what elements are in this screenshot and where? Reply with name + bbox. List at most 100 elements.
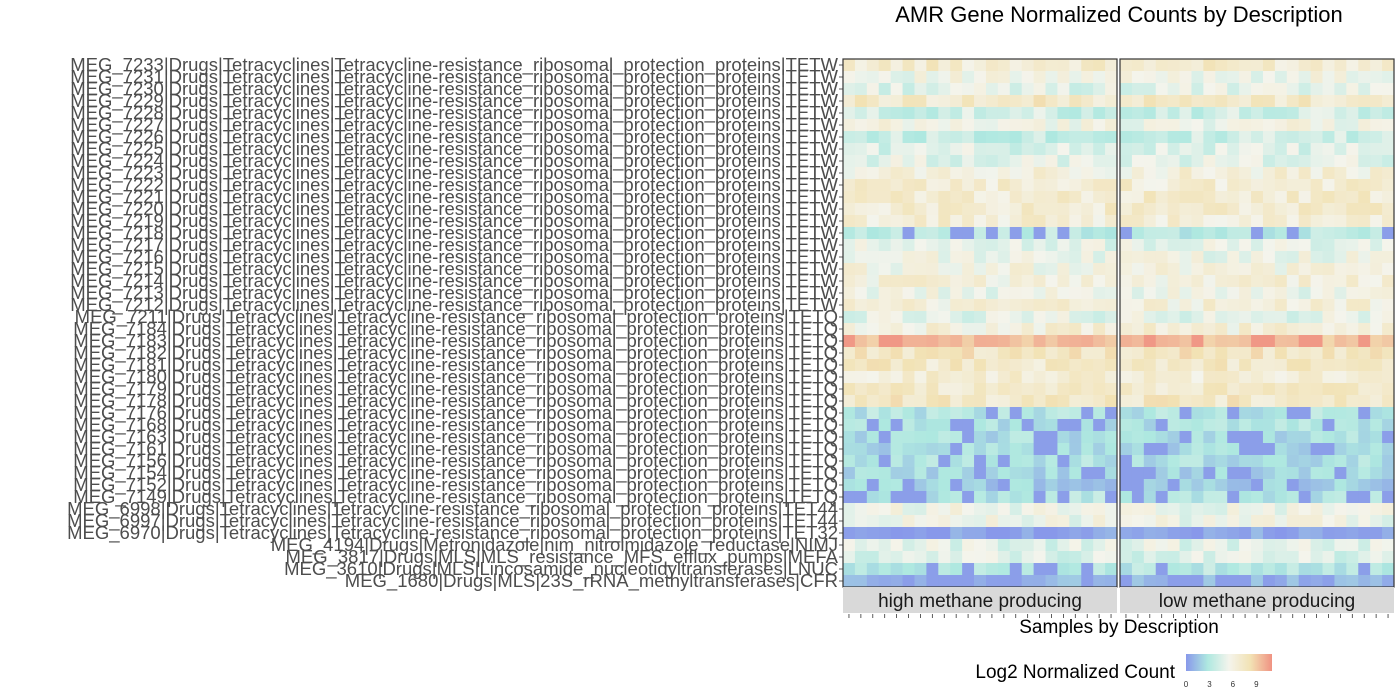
heatmap-cell	[1370, 551, 1383, 564]
heatmap-cell	[1045, 191, 1058, 204]
heatmap-cell	[1167, 395, 1180, 408]
heatmap-cell	[1045, 227, 1058, 240]
heatmap-cell	[1179, 263, 1192, 276]
heatmap-cell	[1322, 551, 1335, 564]
heatmap-cell	[1298, 119, 1312, 132]
heatmap-cell	[1167, 227, 1180, 240]
heatmap-cell	[926, 203, 939, 216]
heatmap-cell	[1093, 263, 1106, 276]
heatmap-cell	[1179, 419, 1192, 432]
heatmap-cell	[1093, 395, 1106, 408]
heatmap-cell	[1155, 503, 1169, 516]
heatmap-cell	[1120, 239, 1133, 252]
heatmap-cell	[1105, 107, 1118, 120]
heatmap-cell	[1105, 143, 1118, 156]
heatmap-cell	[950, 179, 963, 192]
heatmap-cell	[938, 467, 951, 480]
heatmap-cell	[985, 335, 999, 348]
heatmap-cell	[1105, 575, 1118, 588]
heatmap-cell	[1155, 491, 1169, 504]
heatmap-cell	[1081, 491, 1094, 504]
heatmap-cell	[1382, 155, 1395, 168]
heatmap-cell	[1274, 251, 1288, 264]
heatmap-cell	[1239, 395, 1252, 408]
heatmap-cell	[1045, 71, 1058, 84]
heatmap-cell	[1346, 215, 1359, 228]
heatmap-cell	[1191, 287, 1204, 300]
heatmap-cell	[1093, 95, 1106, 108]
heatmap-cell	[1346, 419, 1359, 432]
heatmap-cell	[1105, 407, 1118, 420]
heatmap-cell	[1334, 239, 1347, 252]
heatmap-cell	[1298, 347, 1312, 360]
heatmap-cell	[1215, 95, 1228, 108]
heatmap-cell	[1251, 95, 1264, 108]
heatmap-cell	[962, 383, 975, 396]
heatmap-cell	[1155, 323, 1169, 336]
heatmap-cell	[914, 95, 927, 108]
heatmap-cell	[997, 71, 1011, 84]
heatmap-cell	[854, 347, 868, 360]
heatmap-cell	[878, 503, 892, 516]
heatmap-cell	[866, 311, 880, 324]
heatmap-cell	[914, 251, 927, 264]
heatmap-cell	[1120, 407, 1133, 420]
heatmap-cell	[878, 443, 892, 456]
heatmap-cell	[1358, 263, 1371, 276]
heatmap-cell	[938, 143, 951, 156]
heatmap-cell	[1346, 203, 1359, 216]
heatmap-cell	[1262, 83, 1276, 96]
heatmap-cell	[1131, 119, 1145, 132]
heatmap-cell	[1239, 551, 1252, 564]
heatmap-cell	[926, 71, 939, 84]
heatmap-cell	[1155, 203, 1169, 216]
heatmap-cell	[1143, 191, 1157, 204]
heatmap-cells	[843, 59, 1395, 588]
heatmap-cell	[1262, 287, 1276, 300]
heatmap-cell	[1021, 371, 1035, 384]
heatmap-cell	[1310, 563, 1323, 576]
heatmap-cell	[1274, 551, 1288, 564]
heatmap-cell	[950, 155, 963, 168]
heatmap-cell	[1227, 227, 1240, 240]
heatmap-cell	[1155, 215, 1169, 228]
row-label: MEG_7225|Drugs|Tetracyclines|Tetracyclin…	[70, 138, 838, 160]
heatmap-cell	[1286, 215, 1300, 228]
heatmap-cell	[985, 179, 999, 192]
heatmap-cell	[1093, 515, 1106, 528]
heatmap-cell	[902, 359, 915, 372]
heatmap-cell	[1298, 431, 1312, 444]
heatmap-cell	[1131, 275, 1145, 288]
heatmap-cell	[1131, 455, 1145, 468]
heatmap-cell	[1009, 551, 1023, 564]
x-axis-title: Samples by Description	[1019, 617, 1219, 638]
heatmap-cell	[1191, 575, 1204, 588]
heatmap-cell	[1251, 299, 1264, 312]
heatmap-cell	[1057, 299, 1070, 312]
heatmap-cell	[1009, 287, 1023, 300]
heatmap-cell	[1191, 395, 1204, 408]
heatmap-cell	[1251, 431, 1264, 444]
heatmap-cell	[1203, 179, 1216, 192]
heatmap-cell	[1370, 563, 1383, 576]
heatmap-cell	[1310, 467, 1323, 480]
heatmap-cell	[997, 359, 1011, 372]
heatmap-cell	[1358, 167, 1371, 180]
heatmap-cell	[962, 563, 975, 576]
heatmap-cell	[985, 395, 999, 408]
heatmap-cell	[1346, 323, 1359, 336]
heatmap-cell	[914, 359, 927, 372]
heatmap-cell	[1081, 227, 1094, 240]
heatmap-cell	[985, 287, 999, 300]
heatmap-cell	[962, 515, 975, 528]
heatmap-cell	[1298, 383, 1312, 396]
row-label: MEG_7154|Drugs|Tetracyclines|Tetracyclin…	[73, 462, 838, 484]
heatmap-cell	[1298, 71, 1312, 84]
heatmap-cell	[1227, 515, 1240, 528]
heatmap-cell	[1370, 515, 1383, 528]
heatmap-cell	[1346, 107, 1359, 120]
heatmap-cell	[902, 215, 915, 228]
heatmap-cell	[1334, 419, 1347, 432]
heatmap-cell	[890, 551, 903, 564]
heatmap-cell	[1262, 563, 1276, 576]
